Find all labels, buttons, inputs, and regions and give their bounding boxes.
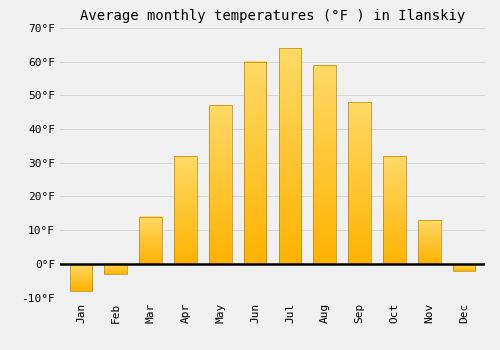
Bar bbox=[104, 264, 127, 274]
Bar bbox=[140, 217, 162, 264]
Bar bbox=[70, 264, 92, 291]
Bar bbox=[383, 156, 406, 264]
Bar bbox=[348, 102, 371, 264]
Bar bbox=[453, 264, 475, 271]
Bar bbox=[314, 65, 336, 264]
Bar bbox=[278, 48, 301, 264]
Bar bbox=[174, 156, 197, 264]
Title: Average monthly temperatures (°F ) in Ilanskiy: Average monthly temperatures (°F ) in Il… bbox=[80, 9, 465, 23]
Bar bbox=[244, 62, 266, 264]
Bar bbox=[418, 220, 440, 264]
Bar bbox=[209, 105, 232, 264]
